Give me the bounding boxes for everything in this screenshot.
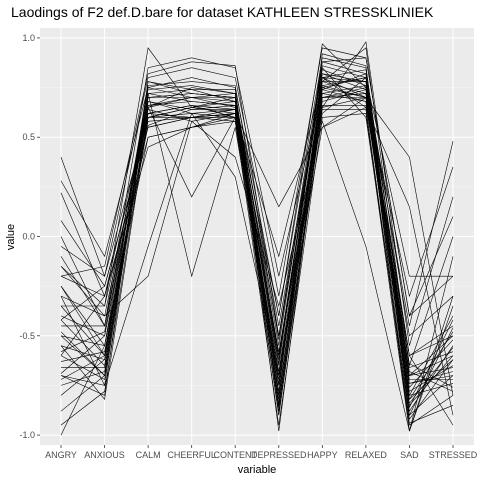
x-tick-label: ANGRY: [45, 450, 77, 460]
x-tick-label: RELAXED: [345, 450, 388, 460]
x-tick-label: DEPRESSED: [251, 450, 307, 460]
series-line-40: [60, 109, 454, 424]
series-line-32: [60, 41, 454, 357]
y-tick-label: 0.5: [22, 132, 35, 142]
x-axis-ticks: ANGRY ANXIOUS CALM CHEERFULCONTENTDEPRESSED…: [45, 445, 478, 460]
series-line-37: [60, 77, 454, 416]
series-line-31: [60, 57, 454, 327]
series-line-39: [60, 57, 454, 336]
x-axis-label: variable: [238, 464, 277, 476]
y-tick-label: 0.0: [22, 232, 35, 242]
x-tick-label: CHEERFUL: [167, 450, 216, 460]
y-axis-label: value: [5, 224, 17, 250]
chart-title: Laodings of F2 def.D.bare for dataset KA…: [11, 4, 434, 20]
series-line-36: [60, 97, 454, 396]
x-tick-label: STRESSED: [429, 450, 478, 460]
y-tick-label: 1.0: [22, 33, 35, 43]
y-tick-label: -1.0: [19, 430, 35, 440]
series-line-33: [60, 47, 454, 386]
series-line-35: [60, 77, 453, 387]
y-tick-label: -0.5: [19, 331, 35, 341]
x-tick-label: HAPPY: [307, 450, 338, 460]
series-line-34: [60, 120, 454, 432]
x-tick-label: CONTENT: [213, 450, 257, 460]
y-axis-ticks: -1.0 -0.5 0.0 0.5 1.0: [19, 33, 40, 440]
x-tick-label: CALM: [136, 450, 161, 460]
series-line-29: [60, 113, 454, 436]
series-lines: [60, 41, 454, 436]
x-tick-label: SAD: [400, 450, 419, 460]
x-tick-label: ANXIOUS: [84, 450, 125, 460]
